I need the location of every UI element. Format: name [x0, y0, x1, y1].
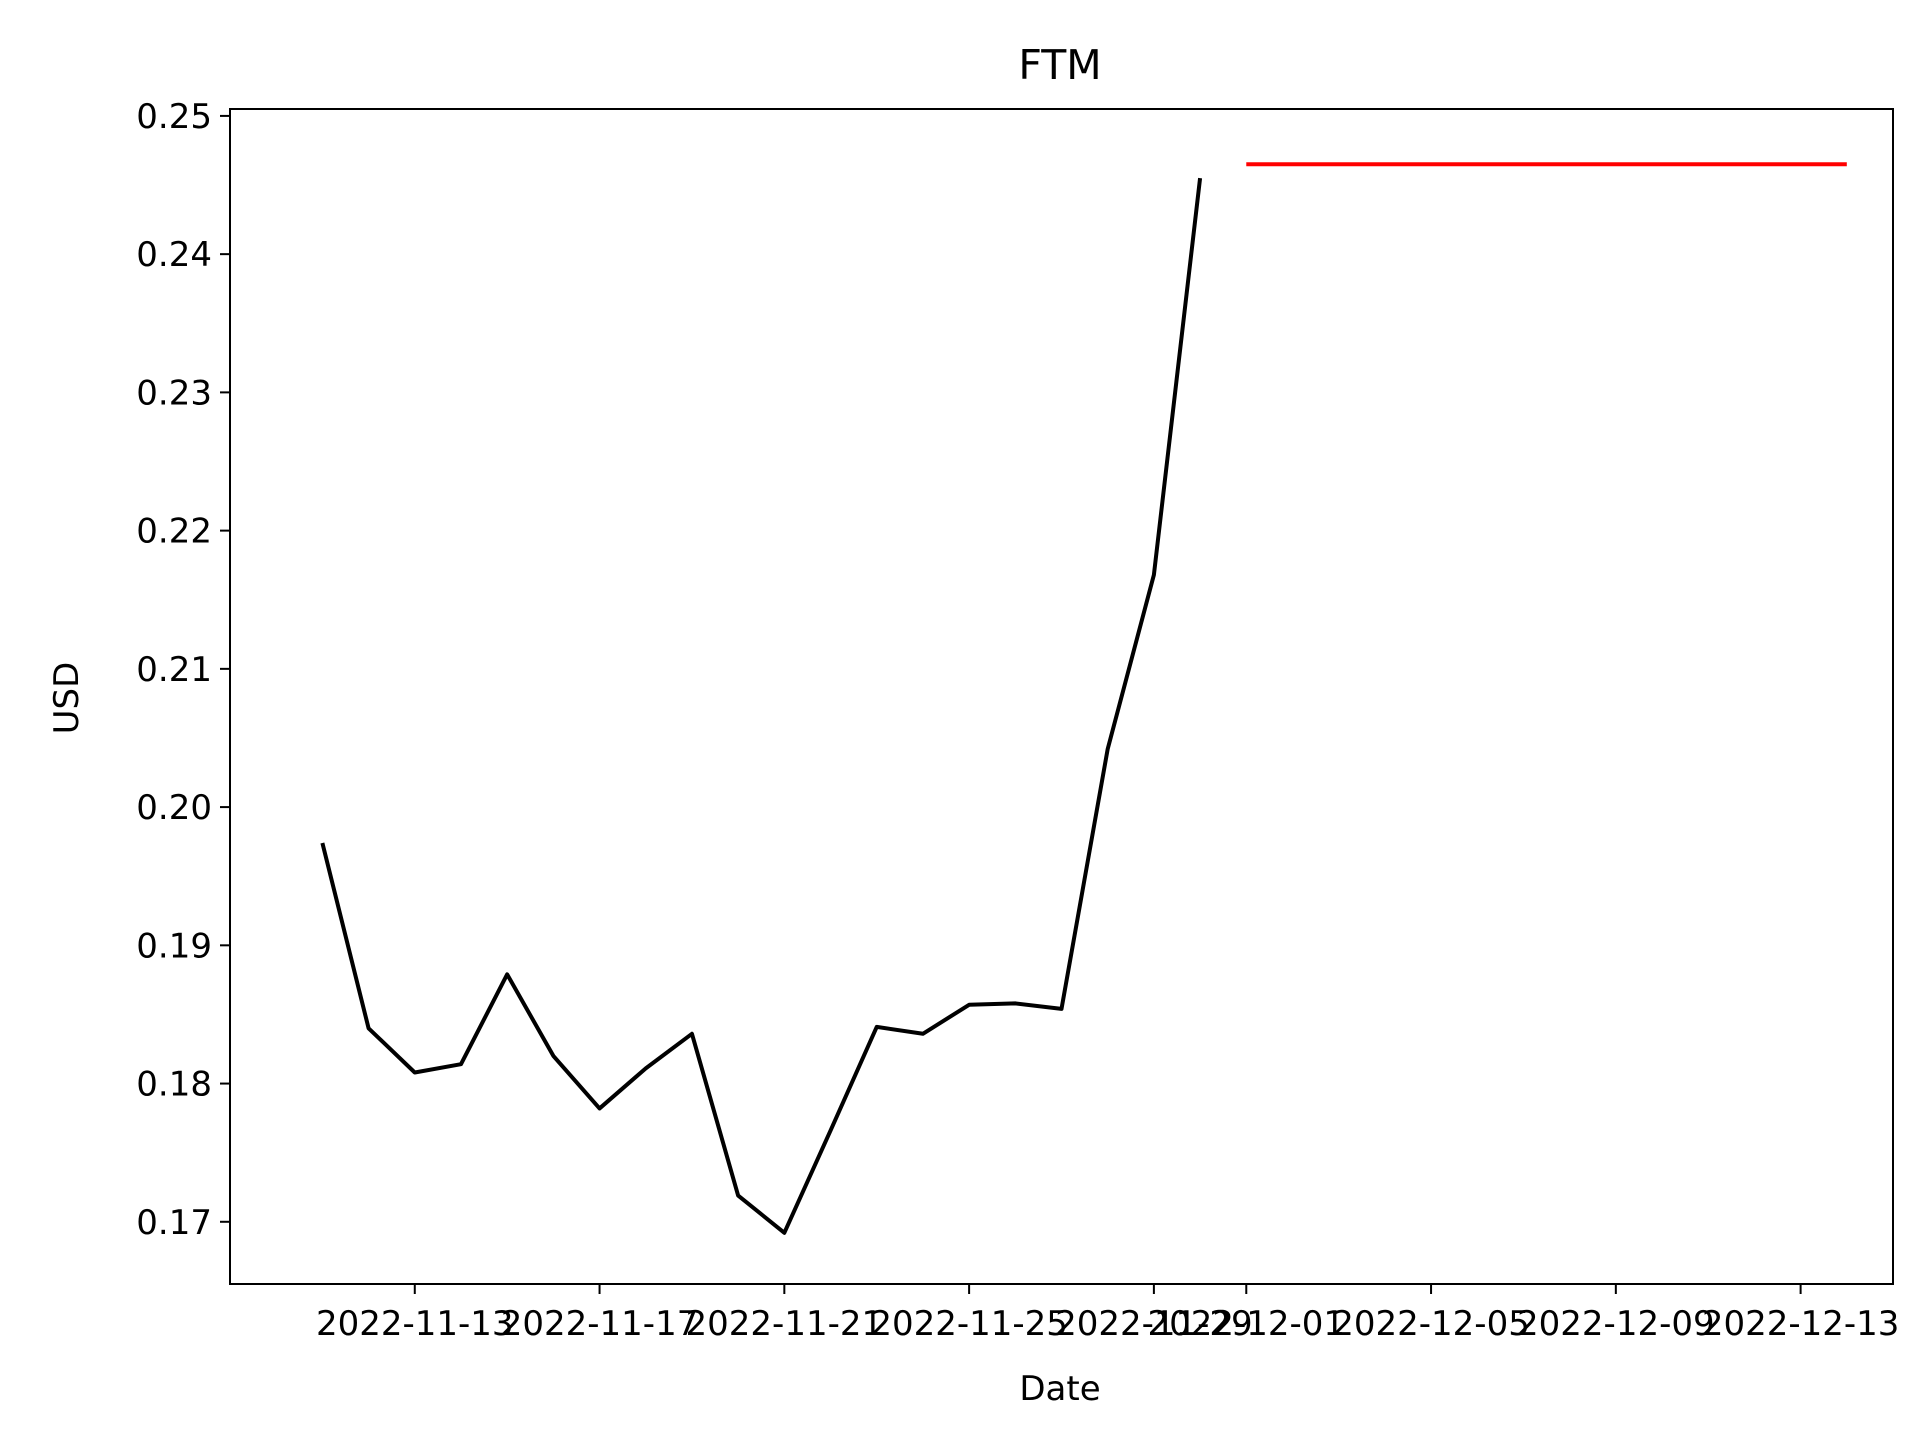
x-axis: 2022-11-132022-11-172022-11-212022-11-25… — [316, 1284, 1899, 1344]
x-tick-label: 2022-12-09 — [1517, 1304, 1715, 1344]
x-tick-label: 2022-11-17 — [501, 1304, 699, 1344]
x-tick-label: 2022-12-01 — [1147, 1304, 1345, 1344]
y-axis: 0.17 0.18 0.19 0.20 0.21 0.22 0.23 0.24 0.25 — [136, 97, 230, 1243]
x-tick-label: 2022-11-13 — [316, 1304, 514, 1344]
y-tick-label: 0.20 — [136, 788, 212, 828]
series-line-1 — [320, 177, 1203, 1235]
y-axis-title: USD — [47, 662, 87, 735]
x-axis-title: Date — [1019, 1369, 1100, 1409]
x-tick-label: 2022-12-13 — [1702, 1304, 1900, 1344]
y-tick-label: 0.18 — [136, 1065, 212, 1105]
y-tick-label: 0.25 — [136, 97, 212, 137]
x-tick-label: 2022-11-29 — [1055, 1304, 1253, 1344]
chart-title: FTM — [1018, 41, 1101, 89]
plot-frame — [229, 108, 1894, 1285]
x-tick-label: 2022-11-25 — [870, 1304, 1068, 1344]
y-tick-label: 0.24 — [136, 235, 212, 275]
x-tick-label: 2022-12-05 — [1332, 1304, 1530, 1344]
y-tick-label: 0.19 — [136, 926, 212, 966]
y-tick-label: 0.21 — [136, 650, 212, 690]
y-tick-label: 0.22 — [136, 512, 212, 552]
y-tick-label: 0.23 — [136, 373, 212, 413]
y-tick-label: 0.17 — [136, 1203, 212, 1243]
plot-area — [320, 162, 1847, 1235]
x-tick-label: 2022-11-21 — [686, 1304, 884, 1344]
